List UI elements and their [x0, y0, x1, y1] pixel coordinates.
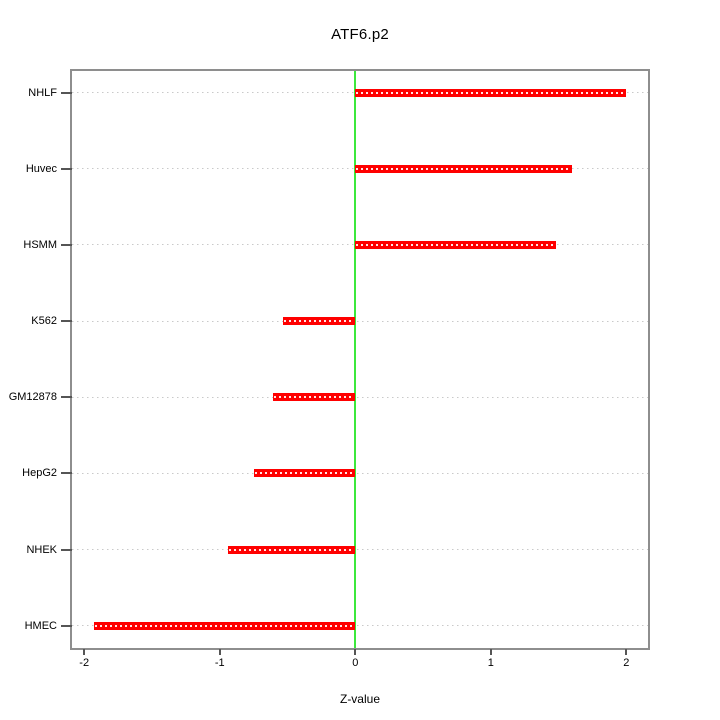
x-tick--2 [83, 649, 86, 655]
bar-center-dots [228, 548, 355, 551]
y-tick-label-nhlf: NHLF [28, 86, 57, 99]
bar-center-dots [356, 243, 555, 246]
x-tick-label-0: 0 [352, 657, 359, 669]
x-tick--1 [218, 649, 221, 655]
x-tick-2 [625, 649, 628, 655]
y-tick-label-gm12878: GM12878 [8, 391, 57, 404]
bar-nhek [227, 545, 356, 554]
bar-center-dots [254, 472, 355, 475]
bar-huvec [355, 164, 573, 173]
y-tick-label-hsmm: HSMM [23, 238, 57, 251]
gridline-hmec [72, 625, 648, 627]
bar-hsmm [355, 240, 556, 249]
y-tick-label-k562: K562 [31, 315, 57, 328]
zero-line [354, 71, 357, 648]
bar-hmec [93, 621, 356, 630]
y-tick-gm12878 [61, 396, 72, 399]
y-tick-label-nhek: NHEK [26, 543, 57, 556]
y-tick-label-huvec: Huvec [25, 162, 57, 175]
y-tick-hmec [61, 624, 72, 627]
bar-gm12878 [272, 393, 356, 402]
y-tick-nhek [61, 548, 72, 551]
y-tick-k562 [61, 320, 72, 323]
x-tick-1 [489, 649, 492, 655]
x-tick-label--2: -2 [79, 657, 90, 669]
bar-center-dots [356, 91, 626, 94]
y-tick-huvec [61, 167, 72, 170]
bar-k562 [283, 317, 356, 326]
bar-center-dots [284, 320, 355, 323]
plot-area [70, 69, 650, 650]
bar-center-dots [356, 167, 572, 170]
y-tick-label-hmec: HMEC [24, 619, 57, 632]
y-tick-nhlf [61, 91, 72, 94]
gridline-hepg2 [72, 472, 648, 474]
bar-hepg2 [253, 469, 356, 478]
x-tick-label-1: 1 [487, 657, 494, 669]
gridline-k562 [72, 320, 648, 322]
bar-nhlf [355, 88, 627, 97]
bar-center-dots [273, 396, 355, 399]
chart-title: ATF6.p2 [331, 26, 389, 43]
gridline-nhek [72, 549, 648, 551]
bar-center-dots [94, 624, 355, 627]
gridline-gm12878 [72, 396, 648, 398]
x-axis-label: Z-value [339, 692, 380, 706]
y-tick-label-hepg2: HepG2 [22, 467, 57, 480]
x-tick-label--1: -1 [214, 657, 225, 669]
y-tick-hsmm [61, 243, 72, 246]
x-tick-label-2: 2 [623, 657, 630, 669]
y-tick-hepg2 [61, 472, 72, 475]
x-tick-0 [354, 649, 357, 655]
